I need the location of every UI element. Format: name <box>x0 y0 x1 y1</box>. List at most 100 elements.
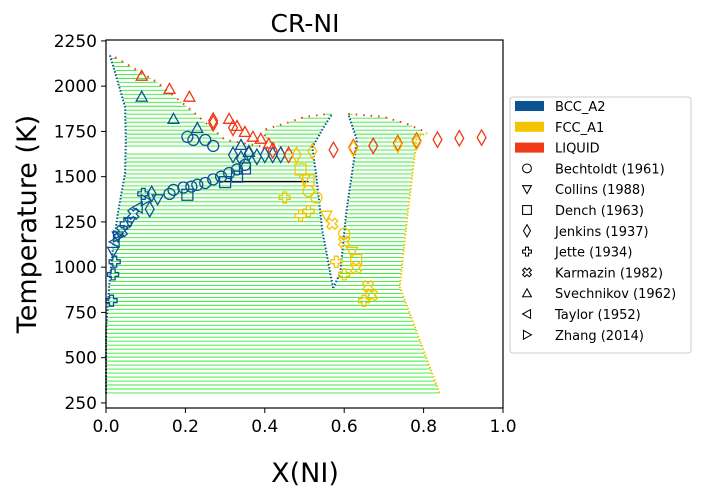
data-point-x-cross <box>349 261 363 275</box>
y-tick-label: 500 <box>65 349 97 369</box>
data-point-plus <box>106 268 120 281</box>
data-point-circle <box>187 133 200 147</box>
legend-marker-circle <box>522 163 532 174</box>
data-point-diamond <box>227 145 239 164</box>
data-point-triangle-up <box>135 68 149 81</box>
legend-marker-triangle-up <box>521 287 533 298</box>
data-point-triangle-up <box>262 136 276 149</box>
data-point-diamond <box>392 135 403 155</box>
data-point-circle <box>199 133 212 147</box>
legend-marker-plus <box>522 246 532 257</box>
y-tick-label: 1750 <box>54 122 97 142</box>
data-point-plus <box>357 294 371 307</box>
x-tick-label: 0.4 <box>251 417 278 437</box>
data-point-plus <box>137 187 150 201</box>
data-point-triangle-up <box>182 89 197 102</box>
data-point-plus <box>330 255 343 268</box>
data-point-circle <box>177 181 190 194</box>
data-point-diamond <box>208 114 219 133</box>
plot-frame <box>105 39 504 409</box>
data-point-square <box>294 163 307 176</box>
data-point-circle <box>185 180 198 193</box>
data-point-circle <box>163 187 176 201</box>
y-tick-label: 2000 <box>54 77 97 97</box>
y-tick-label: 1250 <box>54 213 97 233</box>
data-point-diamond <box>328 140 339 159</box>
data-point-x-cross <box>365 288 379 302</box>
y-tick-label: 1000 <box>54 258 97 278</box>
boundary-fcc_right <box>398 131 441 394</box>
data-point-diamond <box>208 111 219 130</box>
data-point-diamond <box>283 145 294 164</box>
x-tick-label: 0.2 <box>172 417 199 437</box>
data-point-plus <box>119 217 132 230</box>
legend-marker-triangle-right <box>522 329 533 341</box>
boundary-bcc_left <box>105 55 127 394</box>
data-point-triangle-left <box>130 200 143 215</box>
data-point-x-cross <box>115 224 129 238</box>
data-point-diamond <box>411 133 422 152</box>
square-icon <box>522 205 532 215</box>
data-point-circle <box>302 184 315 198</box>
experimental-points <box>105 68 487 307</box>
data-point-circle <box>222 166 236 180</box>
y-tick-label: 250 <box>65 394 97 414</box>
legend: BCC_A2 FCC_A1 LIQUID Bechtoldt (1961) Collin… <box>509 96 692 354</box>
legend-label: BCC_A2 <box>555 100 606 115</box>
data-point-triangle-up <box>254 131 268 144</box>
legend-marker-triangle-left <box>521 308 532 320</box>
y-tick-label: 1500 <box>54 168 97 188</box>
legend-label: Bechtoldt (1961) <box>555 162 665 177</box>
x-tick-label: 0.0 <box>92 417 119 437</box>
triangle-right-icon <box>522 329 533 341</box>
data-point-plus <box>294 209 307 222</box>
x-tick-label: 0.8 <box>410 417 437 437</box>
legend-label: Zhang (2014) <box>555 329 644 344</box>
legend-marker-diamond <box>522 223 532 239</box>
triangle-down-icon <box>521 185 533 195</box>
data-point-circle <box>199 176 212 190</box>
legend-label: FCC_A1 <box>555 121 604 136</box>
data-point-diamond <box>348 138 359 157</box>
triangle-left-icon <box>521 308 532 320</box>
data-point-triangle-up <box>222 112 236 124</box>
data-point-plus <box>302 204 315 218</box>
legend-marker-square <box>522 205 532 215</box>
legend-marker-triangle-down <box>521 185 533 195</box>
x-cross-icon <box>521 267 533 278</box>
data-point-circle <box>191 178 204 191</box>
data-point-circle <box>207 173 220 186</box>
legend-swatch-fcc_a1 <box>515 121 544 132</box>
data-point-square <box>181 188 194 201</box>
data-point-plus <box>108 255 121 268</box>
data-point-triangle-down <box>345 246 359 259</box>
data-point-triangle-right <box>112 229 125 244</box>
data-point-diamond <box>411 131 422 150</box>
data-point-diamond <box>476 128 487 147</box>
data-point-plus <box>278 191 291 204</box>
tie-lines <box>106 58 440 394</box>
data-point-triangle-up <box>190 121 204 134</box>
legend-label: Jenkins (1937) <box>554 225 649 240</box>
data-point-triangle-up <box>246 129 260 142</box>
data-point-diamond <box>227 118 239 137</box>
data-point-triangle-down <box>123 216 137 229</box>
data-point-triangle-down <box>150 194 165 207</box>
data-point-circle <box>310 191 323 204</box>
legend-label: Jette (1934) <box>554 246 632 261</box>
data-point-x-cross <box>126 207 140 221</box>
data-point-diamond <box>307 142 318 161</box>
data-point-triangle-down <box>297 174 312 187</box>
legend-label: Svechnikov (1962) <box>555 287 676 302</box>
data-point-circle <box>181 130 194 143</box>
data-point-diamond <box>392 134 403 153</box>
legend-label: Collins (1988) <box>555 183 645 198</box>
data-point-triangle-up <box>234 138 248 151</box>
data-point-triangle-down <box>319 210 333 223</box>
data-point-triangle-up <box>135 89 149 102</box>
phase-boundaries <box>105 55 441 394</box>
data-point-x-cross <box>337 235 351 249</box>
chart-title: CR-NI <box>271 9 340 38</box>
